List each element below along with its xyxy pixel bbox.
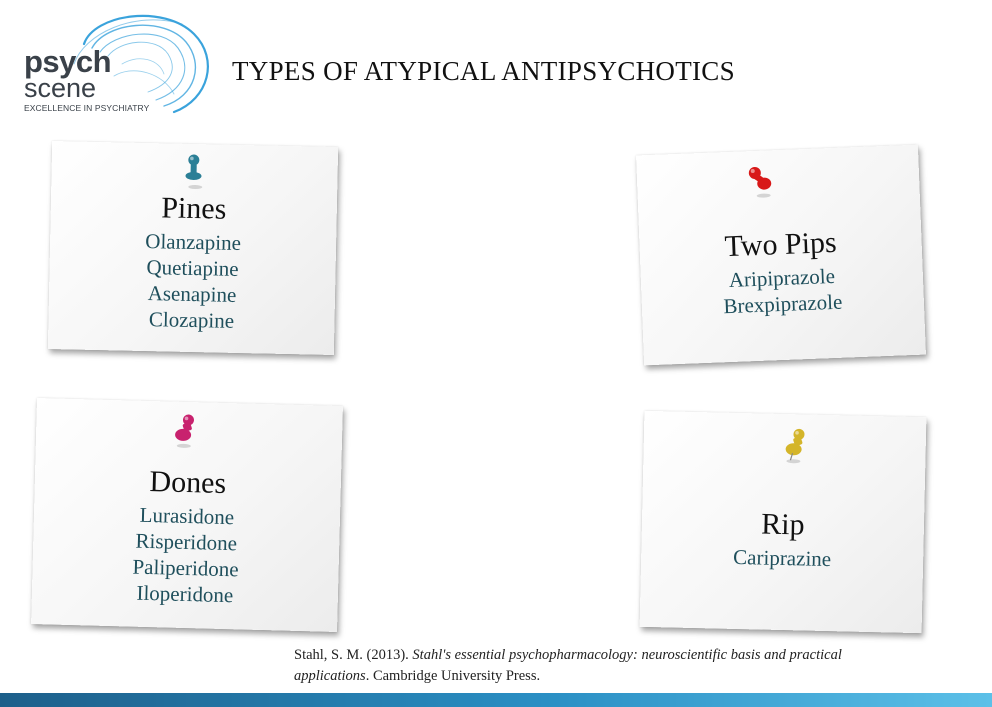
footer-bar [0,693,992,707]
citation-authors: Stahl, S. M. (2013). [294,647,409,663]
drug-name: Clozapine [148,307,235,333]
note-two-pips: Two Pips Aripiprazole Brexpiprazole [636,144,926,366]
note-dones: Dones Lurasidone Risperidone Paliperidon… [31,398,343,632]
note-title: Rip [760,507,805,542]
brain-swirl-icon [73,14,209,114]
pushpin-icon [785,428,805,464]
note-pines: Pines Olanzapine Quetiapine Asenapine Cl… [47,141,339,355]
citation-book-title: Stahl's essential psychopharmacology: ne… [294,647,842,684]
note-rip: Rip Cariprazine [639,410,927,634]
drug-name: Cariprazine [732,544,832,572]
note-title: Dones [149,465,227,501]
logo-brand-bottom: scene [24,73,97,103]
pushpin-icon [748,166,772,198]
psych-scene-logo: psych scene EXCELLENCE IN PSYCHIATRY [14,4,214,124]
note-title: Pines [160,191,227,226]
pushpin-icon [175,414,194,448]
note-title: Two Pips [723,225,838,264]
page-title: TYPES OF ATYPICAL ANTIPSYCHOTICS [232,56,735,86]
logo-brand-top: psych [24,44,112,79]
logo-tagline: EXCELLENCE IN PSYCHIATRY [24,103,150,113]
citation-publisher: . Cambridge University Press. [365,668,541,684]
citation: Stahl, S. M. (2013). Stahl's essential p… [294,645,914,687]
pushpin-icon [185,154,203,190]
